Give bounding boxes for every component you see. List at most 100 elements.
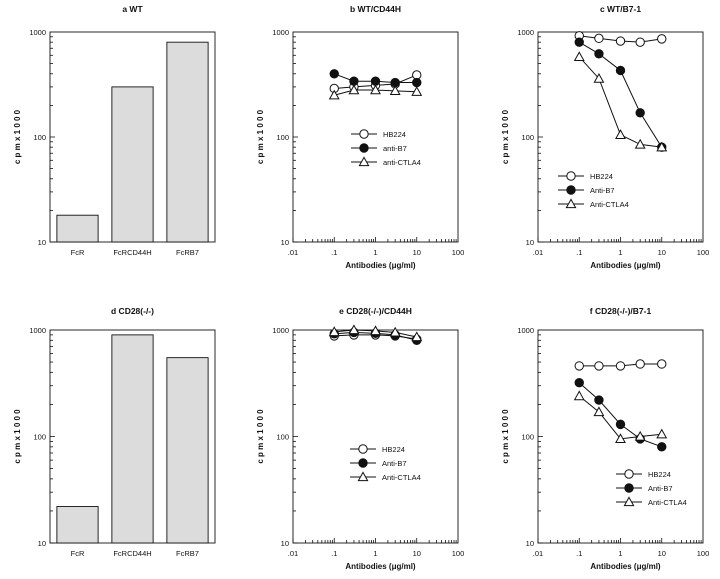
y-tick-label: 100 <box>521 133 534 142</box>
data-point <box>657 442 667 452</box>
data-point <box>594 361 604 371</box>
bar <box>111 86 154 243</box>
data-point <box>615 36 626 46</box>
bar <box>166 357 209 544</box>
plot-frame <box>292 31 459 243</box>
x-tick-label: FcRCD44H <box>113 248 151 257</box>
y-tick-label: 1000 <box>29 326 46 335</box>
y-axis-label: c p m x 1 0 0 0 <box>256 109 265 164</box>
y-tick-label: 10 <box>526 238 534 247</box>
plot-frame <box>292 329 459 544</box>
legend-marker <box>359 143 369 153</box>
data-point <box>634 430 646 441</box>
y-tick-label: 1000 <box>272 28 289 37</box>
chart-title: a WT <box>122 4 143 14</box>
y-tick-label: 10 <box>38 539 46 548</box>
series-hb224 <box>574 359 667 371</box>
data-point <box>348 324 360 335</box>
data-point <box>657 359 667 369</box>
x-tick-label: .1 <box>331 248 337 257</box>
panel-d: d CD28(-/-) 10 100 1000 c p m x 1 0 0 0 FcR Fc… <box>13 306 216 558</box>
x-tick-label: FcRCD44H <box>113 549 151 558</box>
panel-f: f CD28(-/-)/B7-1 10 100 1000 c p m x 1 0 0 0… <box>501 306 709 571</box>
legend-label: HB224 <box>382 445 405 454</box>
panel-e: e CD28(-/-)/CD44H 10 100 1000 c p m x 1 0 0 … <box>256 306 464 571</box>
series-anti-ctla4 <box>328 324 423 342</box>
legend-label: HB224 <box>590 172 613 181</box>
data-point <box>635 37 645 47</box>
data-point <box>412 77 422 88</box>
bar <box>111 334 154 544</box>
data-point <box>594 33 604 44</box>
data-point <box>615 65 626 76</box>
data-point <box>573 51 585 62</box>
legend-marker <box>566 171 576 181</box>
legend-label: Anti-B7 <box>590 186 615 195</box>
data-point <box>573 390 585 401</box>
y-axis-label: c p m x 1 0 0 0 <box>256 409 265 464</box>
legend-label: Anti-B7 <box>648 484 673 493</box>
legend-label: anti-B7 <box>383 144 407 153</box>
x-tick-label: 1 <box>373 549 377 558</box>
data-point <box>615 361 626 371</box>
data-point <box>328 326 340 337</box>
legend: HB224 anti-B7 anti-CTLA4 <box>351 129 421 167</box>
legend: HB224 Anti-B7 Anti-CTLA4 <box>350 444 421 482</box>
data-point <box>411 86 423 96</box>
data-point <box>328 89 340 100</box>
y-tick-label: 100 <box>33 433 46 442</box>
x-tick-label: 100 <box>452 549 465 558</box>
x-tick-label: 10 <box>413 549 421 558</box>
legend: HB224 Anti-B7 Anti-CTLA4 <box>558 171 629 209</box>
legend-marker <box>358 444 368 454</box>
y-tick-label: 10 <box>38 238 46 247</box>
x-axis-label: Antibodies (μg/ml) <box>345 261 416 270</box>
legend-marker <box>623 496 635 507</box>
x-tick-label: .01 <box>288 248 298 257</box>
panel-c: c WT/B7-1 10 100 1000 c p m x 1 0 0 0 .01 .1 1 1… <box>501 4 709 270</box>
legend-marker <box>358 156 370 167</box>
data-point <box>574 37 584 47</box>
data-point <box>593 72 605 83</box>
y-axis-label: c p m x 1 0 0 0 <box>13 409 22 464</box>
data-point <box>615 433 626 444</box>
y-axis-label: c p m x 1 0 0 0 <box>501 109 510 164</box>
series-anti-ctla4 <box>328 84 423 100</box>
data-point <box>574 378 584 388</box>
data-point <box>615 419 626 430</box>
bar <box>56 214 99 243</box>
y-tick-label: 1000 <box>272 326 289 335</box>
data-point <box>574 361 584 371</box>
data-point <box>656 141 668 152</box>
legend-marker <box>624 483 634 493</box>
x-tick-label: 1 <box>618 248 622 257</box>
data-point <box>349 76 359 86</box>
legend-marker <box>359 129 369 139</box>
series-anti-b7 <box>329 69 422 88</box>
legend-label: anti-CTLA4 <box>383 158 421 167</box>
x-tick-label: FcRB7 <box>176 248 199 257</box>
x-tick-label: FcR <box>71 248 85 257</box>
x-axis-label: Antibodies (μg/ml) <box>345 562 416 571</box>
series-anti-b7 <box>574 37 667 152</box>
x-tick-label: 10 <box>413 248 421 257</box>
data-point <box>635 108 645 118</box>
x-tick-label: .01 <box>533 248 543 257</box>
chart-title: b WT/CD44H <box>350 4 401 14</box>
legend-label: Anti-CTLA4 <box>590 200 629 209</box>
data-point <box>594 395 604 405</box>
legend: HB224 Anti-B7 Anti-CTLA4 <box>616 469 687 507</box>
y-axis-label: c p m x 1 0 0 0 <box>13 109 22 164</box>
legend-label: Anti-CTLA4 <box>648 498 687 507</box>
y-tick-label: 10 <box>281 238 289 247</box>
chart-title: d CD28(-/-) <box>111 306 154 316</box>
series-line <box>578 395 662 440</box>
data-point <box>656 428 668 439</box>
data-point <box>657 34 667 44</box>
legend-marker <box>565 198 577 209</box>
data-point <box>389 85 401 96</box>
legend-marker <box>624 469 634 479</box>
y-tick-label: 100 <box>33 133 46 142</box>
x-tick-label: 10 <box>658 248 666 257</box>
x-tick-label: FcR <box>71 549 85 558</box>
